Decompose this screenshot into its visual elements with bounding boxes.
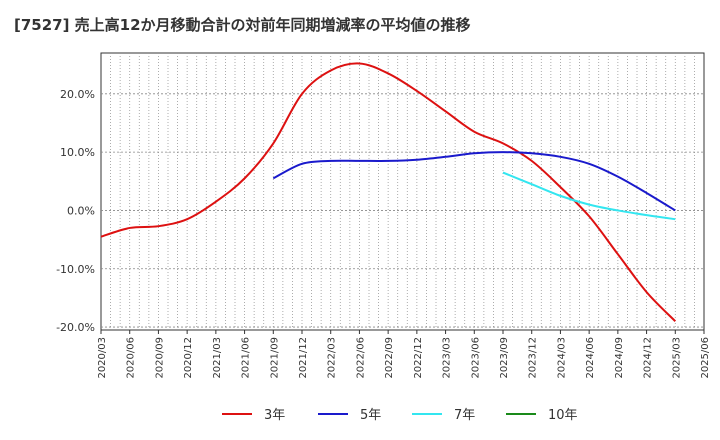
x-tick-label: 2023/12: [528, 337, 539, 379]
y-tick-label: 0.0%: [67, 204, 95, 217]
x-tick-label: 2024/09: [614, 337, 625, 379]
y-tick-label: 10.0%: [60, 146, 95, 159]
grid-vertical: [110, 53, 695, 330]
y-tick-label: -10.0%: [56, 263, 95, 276]
x-tick-label: 2020/12: [183, 337, 194, 379]
legend-label: 5年: [360, 408, 381, 423]
x-tick-label: 2023/09: [499, 337, 510, 379]
x-tick-label: 2021/03: [212, 337, 223, 379]
x-tick-label: 2025/03: [671, 337, 682, 379]
x-tick-label: 2021/12: [298, 337, 309, 379]
series-line-3年: [100, 62, 676, 322]
x-tick-label: 2022/03: [327, 337, 338, 379]
x-tick-label: 2023/03: [442, 337, 453, 379]
plot-area: [100, 52, 705, 331]
x-tick-label: 2024/12: [643, 337, 654, 379]
legend-label: 3年: [264, 408, 285, 423]
x-tick-label: 2021/06: [241, 337, 252, 379]
legend: 3年 5年 7年 10年: [222, 408, 578, 423]
x-tick-label: 2021/09: [269, 337, 280, 379]
legend-label: 7年: [454, 408, 475, 423]
x-tick-label: 2024/06: [585, 337, 596, 379]
y-axis-ticks: 20.0% 10.0% 0.0% -10.0% -20.0%: [56, 88, 95, 334]
x-tick-label: 2020/09: [154, 337, 165, 379]
x-tick-label: 2024/03: [556, 337, 567, 379]
x-tick-label: 2022/12: [413, 337, 424, 379]
series-line-7年: [502, 171, 676, 221]
x-tick-label: 2020/03: [97, 337, 108, 379]
y-tick-label: -20.0%: [56, 321, 95, 334]
series-line-5年: [272, 151, 676, 212]
x-axis-ticks: 2020/03 2020/06 2020/09 2020/12 2021/03 2021/…: [97, 330, 711, 379]
series-lines: [100, 62, 676, 322]
x-tick-label: 2020/06: [126, 337, 137, 379]
x-tick-label: 2022/09: [384, 337, 395, 379]
x-tick-label: 2022/06: [355, 337, 366, 379]
x-tick-label: 2023/06: [470, 337, 481, 379]
chart-title: [7527] 売上高12か月移動合計の対前年同期増減率の平均値の推移: [14, 16, 471, 34]
y-tick-label: 20.0%: [60, 88, 95, 101]
legend-label: 10年: [548, 408, 578, 423]
x-tick-label: 2025/06: [700, 337, 711, 379]
